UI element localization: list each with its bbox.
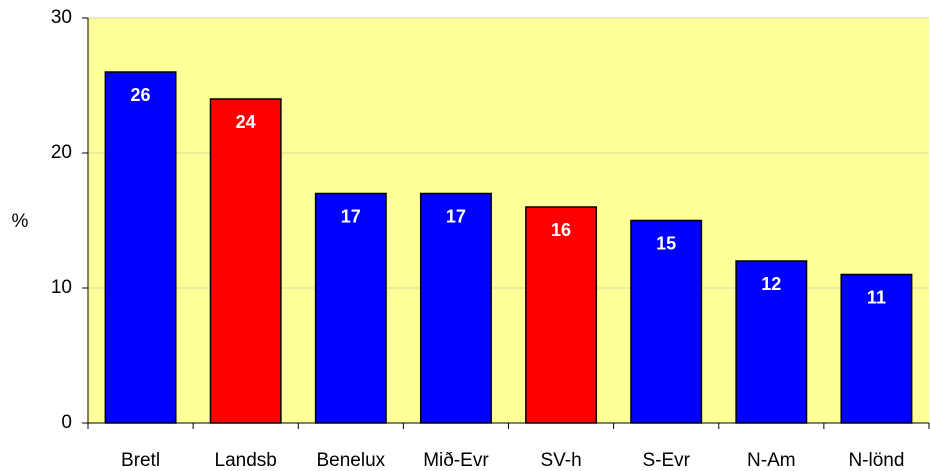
data-label: 17 bbox=[446, 206, 466, 226]
data-label: 15 bbox=[656, 233, 676, 253]
y-axis-label: % bbox=[12, 211, 29, 232]
y-tick-label: 30 bbox=[51, 7, 72, 28]
x-tick-label: N-lönd bbox=[848, 450, 904, 471]
x-tick-label: Landsb bbox=[215, 450, 277, 471]
data-label: 24 bbox=[236, 112, 256, 132]
data-label: 11 bbox=[867, 287, 886, 307]
data-label: 12 bbox=[761, 274, 781, 294]
data-label: 17 bbox=[341, 206, 361, 226]
x-tick-label: Benelux bbox=[316, 450, 385, 471]
y-tick-label: 20 bbox=[51, 142, 72, 163]
bar bbox=[525, 206, 598, 424]
x-tick-label: Bretl bbox=[121, 450, 160, 471]
bar bbox=[630, 219, 703, 424]
y-tick-label: 10 bbox=[51, 277, 72, 298]
data-label: 26 bbox=[131, 85, 151, 105]
bar bbox=[735, 260, 808, 424]
x-tick-label: N-Am bbox=[747, 450, 796, 471]
x-tick-label: SV-h bbox=[540, 450, 581, 471]
data-label: 16 bbox=[551, 220, 571, 240]
bar bbox=[419, 192, 492, 424]
bar bbox=[840, 273, 913, 424]
bar bbox=[314, 192, 387, 424]
x-tick-label: Mið-Evr bbox=[423, 450, 489, 471]
y-tick-label: 0 bbox=[61, 412, 72, 433]
x-tick-label: S-Evr bbox=[642, 450, 690, 471]
bar bbox=[104, 71, 177, 424]
bar bbox=[209, 98, 282, 424]
